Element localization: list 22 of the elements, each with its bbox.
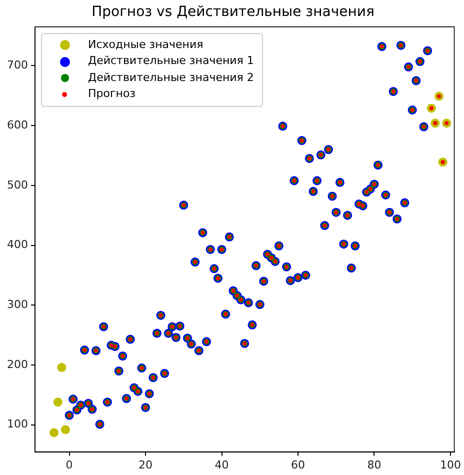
x-tick-label: 20: [138, 458, 153, 472]
y-tick-label: 100: [6, 418, 28, 431]
legend-label: Действительные значения 2: [88, 70, 254, 86]
y-tick-label: 400: [6, 238, 28, 252]
x-tick-label: 80: [367, 458, 382, 472]
point: [53, 398, 62, 407]
x-tick-label: 40: [214, 458, 229, 472]
x-tick-label: 100: [440, 458, 461, 472]
point: [50, 428, 59, 438]
point: [60, 425, 70, 434]
chart-title: Прогноз vs Действительные значения: [92, 4, 374, 20]
x-tick-label: 60: [290, 458, 305, 472]
legend-label: Исходные значения: [88, 36, 204, 53]
legend-label: Действительные значения 1: [88, 53, 254, 70]
legend-label: Прогноз: [88, 86, 136, 102]
y-tick-label: 500: [6, 178, 28, 192]
x-tick-label: 0: [66, 458, 73, 472]
y-tick-label: 200: [6, 358, 28, 371]
y-tick-label: 300: [6, 298, 28, 312]
y-tick-label: 600: [6, 118, 28, 132]
point: [57, 362, 66, 372]
y-tick-label: 700: [6, 58, 28, 72]
